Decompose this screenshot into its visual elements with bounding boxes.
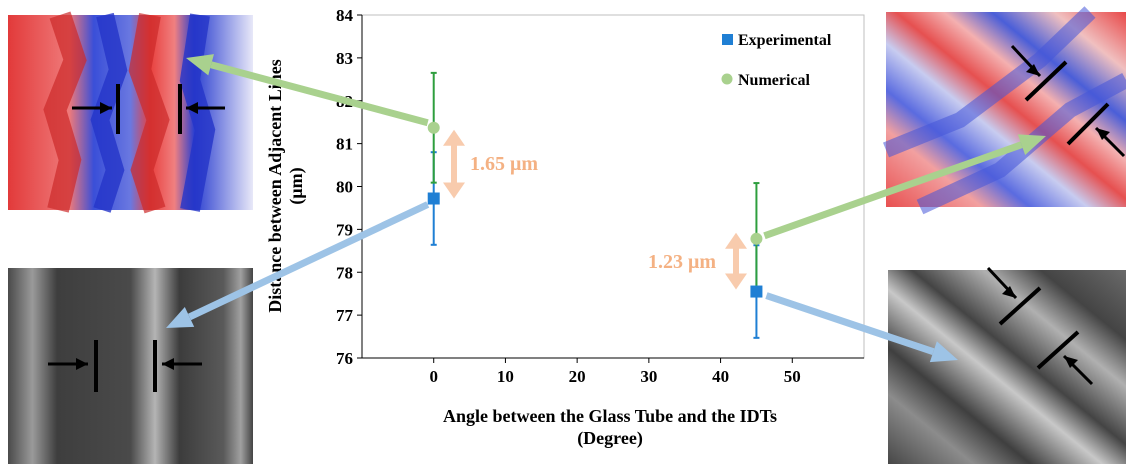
experimental-point (750, 285, 763, 298)
inset-bottom-right (888, 266, 1126, 464)
x-tick-label: 30 (640, 367, 657, 386)
connector-numerical-0deg-head (186, 54, 214, 76)
connector-numerical-45deg-head (1017, 134, 1046, 156)
inset-top-left (8, 11, 253, 214)
legend: Experimental Numerical (721, 32, 832, 89)
y-axis-title-line1: Distance between Adjacent Lines (265, 59, 285, 312)
marker-arrows-bottom-left (48, 340, 202, 392)
y-tick-label: 80 (336, 178, 353, 197)
y-axis-title-line2: (μm) (286, 167, 307, 204)
connector-experimental-0deg (188, 201, 430, 321)
x-tick-label: 50 (784, 367, 801, 386)
connector-experimental-0deg-head (166, 306, 195, 328)
legend-swatch-numerical (721, 73, 733, 85)
y-tick-label: 78 (336, 263, 353, 282)
legend-swatch-experimental (722, 34, 733, 45)
x-tick-label: 10 (497, 367, 514, 386)
marker-arrows-bottom-right (986, 266, 1094, 386)
x-axis-title-line1: Angle between the Glass Tube and the IDT… (443, 406, 777, 426)
experimental-point (427, 192, 440, 205)
connector-experimental-45deg (765, 292, 935, 356)
marker-arrows-top-left (72, 84, 225, 134)
numerical-point (750, 232, 763, 245)
x-tick-label: 20 (569, 367, 586, 386)
difference-arrow-0deg-head-bottom (443, 182, 465, 199)
y-tick-label: 84 (336, 6, 354, 25)
x-axis-title-line2: (Degree) (577, 428, 643, 449)
legend-label-experimental: Experimental (738, 32, 832, 49)
connector-experimental-45deg-head (929, 341, 958, 363)
marker-arrows-top-right (1010, 44, 1126, 158)
difference-arrow-45deg-head-top (725, 232, 747, 249)
y-tick-label: 83 (336, 49, 353, 68)
legend-label-numerical: Numerical (738, 72, 811, 89)
x-tick-label: 0 (429, 367, 438, 386)
connector-numerical-0deg (210, 61, 429, 127)
difference-arrow-0deg-head-top (443, 129, 465, 146)
y-tick-label: 81 (336, 135, 353, 154)
difference-arrow-45deg-head-bottom (725, 273, 747, 290)
y-tick-label: 77 (336, 306, 354, 325)
y-tick-label: 76 (336, 349, 353, 368)
y-tick-label: 79 (336, 220, 353, 239)
x-tick-label: 40 (712, 367, 729, 386)
inset-bottom-left (8, 268, 253, 464)
connector-numerical-45deg (763, 141, 1023, 240)
difference-label-0deg: 1.65 μm (470, 153, 538, 175)
numerical-point (427, 121, 440, 134)
difference-label-45deg: 1.23 μm (648, 251, 716, 273)
